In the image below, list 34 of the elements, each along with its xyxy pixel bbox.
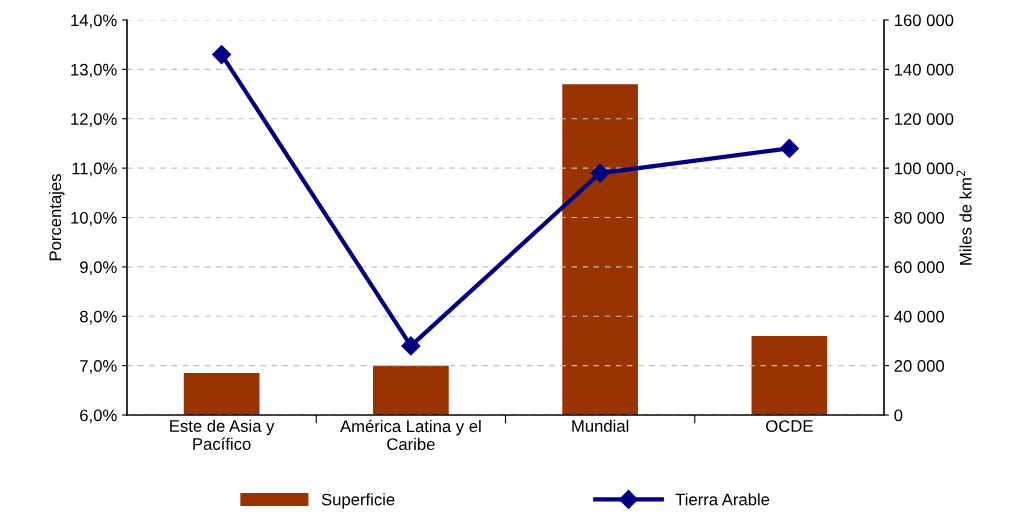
- y-tick-label: 13,0%: [71, 63, 117, 78]
- point: [779, 138, 799, 158]
- y-tick-label: 6,0%: [80, 409, 117, 424]
- y-tick-label: 7,0%: [80, 360, 117, 374]
- y2-tick-label: 0: [894, 409, 903, 422]
- y-tick-label: 14,0%: [71, 14, 117, 29]
- y2-tick-label: 140 000: [894, 63, 954, 76]
- x-tick-label: Mundial: [572, 419, 629, 432]
- y2-tick-label: 80 000: [894, 211, 945, 224]
- point: [590, 163, 610, 183]
- y-tick-label: 12,0%: [71, 113, 117, 127]
- y2-tick-label: 160 000: [894, 14, 954, 27]
- point: [401, 336, 421, 356]
- bar: [562, 84, 638, 415]
- y2-tick-label: 120 000: [894, 113, 954, 125]
- y-tick-label: 10,0%: [71, 211, 117, 226]
- bar: [373, 365, 449, 415]
- y2-tick-label: 60 000: [894, 261, 945, 274]
- x-tick-label: OCDE: [766, 420, 813, 432]
- point: [212, 45, 232, 65]
- legend-label: Tierra Arable: [675, 493, 770, 506]
- y-axis-title: Porcentajes: [48, 174, 65, 261]
- bar: [751, 336, 828, 415]
- y-tick-label: 11,0%: [72, 162, 117, 177]
- y2-tick-label: 100 000: [894, 162, 954, 175]
- y2-tick-label: 20 000: [894, 360, 945, 372]
- y-tick-label: 8,0%: [80, 310, 117, 325]
- bar: [183, 373, 260, 415]
- y2-axis-title: Miles de km$^{2}$: [956, 170, 972, 265]
- y2-tick-label: 40 000: [894, 310, 945, 323]
- legend-label: Superficie: [321, 493, 395, 509]
- y-tick-label: 9,0%: [80, 261, 117, 276]
- x-tick-label: Este de Asia y Pacífico: [170, 419, 275, 450]
- x-tick-label: América Latina y el Caribe: [340, 419, 481, 451]
